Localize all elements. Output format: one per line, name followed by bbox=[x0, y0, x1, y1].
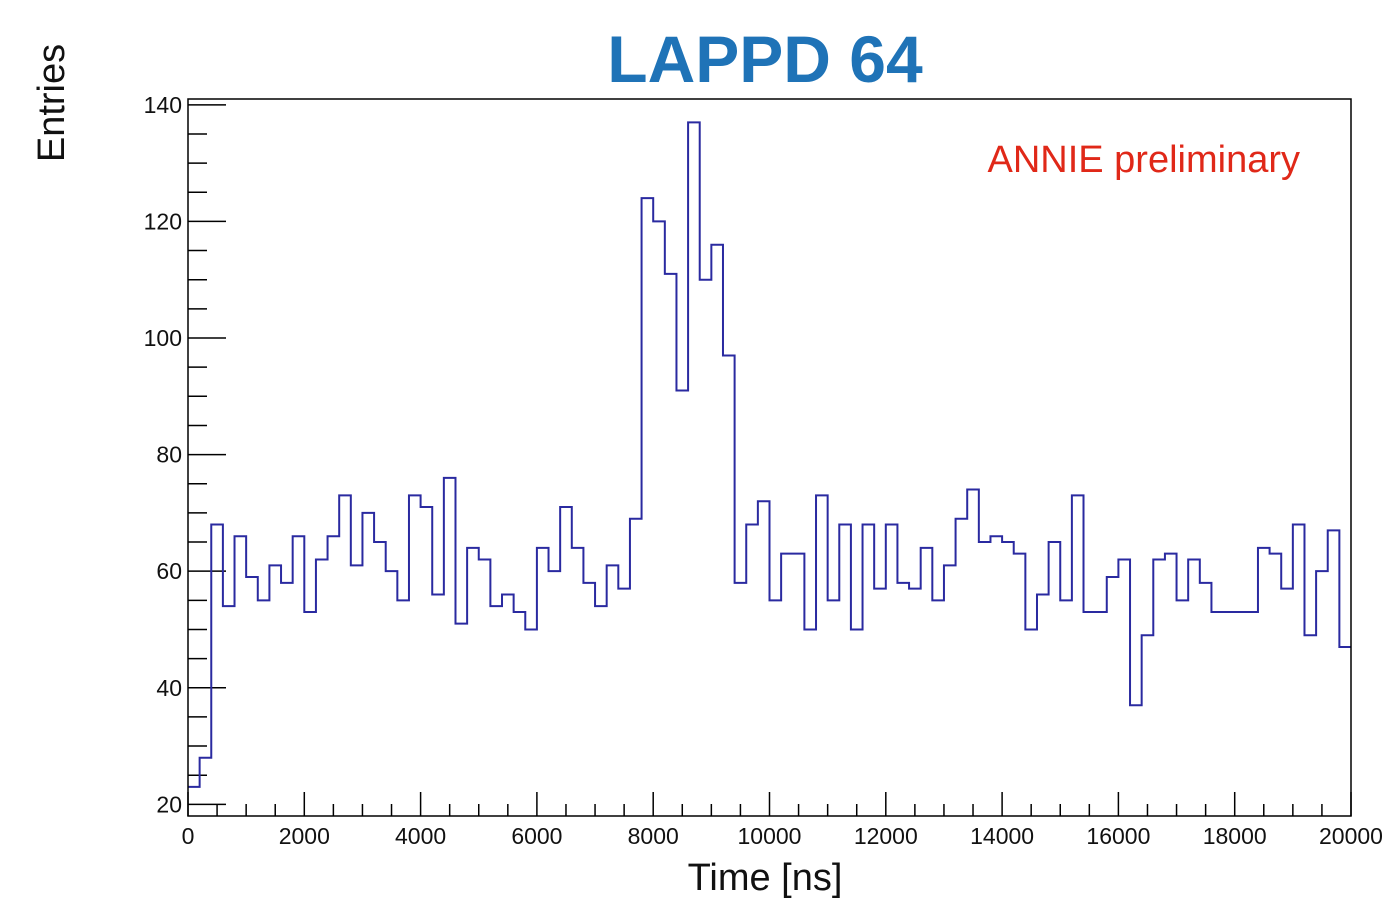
series-line bbox=[188, 121, 1351, 788]
x-tick-label: 14000 bbox=[970, 823, 1034, 849]
x-axis-label: Time [ns] bbox=[688, 857, 843, 899]
y-axis-label: Entries bbox=[31, 44, 73, 162]
x-tick-label: 8000 bbox=[628, 823, 679, 849]
x-tick-label: 10000 bbox=[738, 823, 802, 849]
x-tick-label: 16000 bbox=[1086, 823, 1150, 849]
x-tick-label: 2000 bbox=[279, 823, 330, 849]
x-tick-label: 6000 bbox=[511, 823, 562, 849]
axis-ticks bbox=[187, 104, 1352, 816]
annotation-label: ANNIE preliminary bbox=[987, 139, 1300, 181]
x-tick-label: 4000 bbox=[395, 823, 446, 849]
x-tick-label: 18000 bbox=[1203, 823, 1267, 849]
y-tick-label: 140 bbox=[144, 92, 182, 118]
plot-frame bbox=[187, 98, 1352, 817]
y-tick-label: 60 bbox=[156, 558, 182, 584]
x-tick-label: 20000 bbox=[1319, 823, 1383, 849]
y-tick-label: 120 bbox=[144, 208, 182, 234]
x-tick-label: 0 bbox=[182, 823, 195, 849]
chart-title: LAPPD 64 bbox=[607, 22, 923, 96]
axis-tick-labels: 20 40 60 80 100 120 140 0 2000 4000 6000 8000 10000 1… bbox=[144, 92, 1383, 849]
y-tick-label: 80 bbox=[156, 442, 182, 468]
y-tick-label: 100 bbox=[144, 325, 182, 351]
y-tick-label: 40 bbox=[156, 675, 182, 701]
x-tick-label: 12000 bbox=[854, 823, 918, 849]
y-tick-label: 20 bbox=[156, 791, 182, 817]
